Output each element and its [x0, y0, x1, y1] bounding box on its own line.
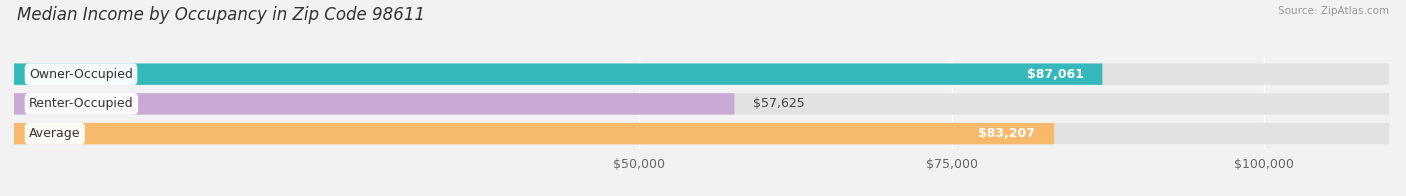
- Text: Renter-Occupied: Renter-Occupied: [30, 97, 134, 110]
- Text: $57,625: $57,625: [754, 97, 804, 110]
- FancyBboxPatch shape: [14, 64, 1102, 85]
- Text: Average: Average: [30, 127, 80, 140]
- FancyBboxPatch shape: [14, 93, 1389, 115]
- Text: $83,207: $83,207: [979, 127, 1035, 140]
- Text: Median Income by Occupancy in Zip Code 98611: Median Income by Occupancy in Zip Code 9…: [17, 6, 425, 24]
- FancyBboxPatch shape: [14, 123, 1389, 144]
- FancyBboxPatch shape: [14, 123, 1054, 144]
- FancyBboxPatch shape: [14, 64, 1389, 85]
- Text: Source: ZipAtlas.com: Source: ZipAtlas.com: [1278, 6, 1389, 16]
- FancyBboxPatch shape: [14, 93, 734, 115]
- Text: Owner-Occupied: Owner-Occupied: [30, 68, 134, 81]
- Text: $87,061: $87,061: [1026, 68, 1084, 81]
